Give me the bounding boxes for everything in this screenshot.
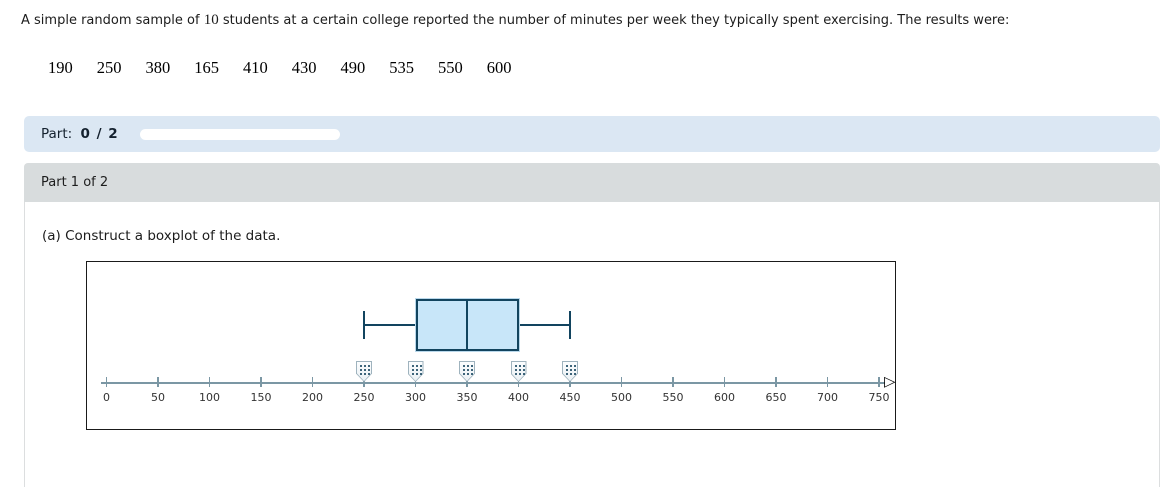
axis-tick — [311, 377, 314, 387]
axis-tick-label: 100 — [199, 391, 220, 404]
data-value: 410 — [243, 58, 268, 77]
progress-track — [140, 129, 340, 140]
data-value: 490 — [340, 58, 366, 77]
axis-tick-label: 250 — [353, 391, 375, 404]
axis-tick — [157, 377, 159, 387]
drag-grip-dots-icon — [462, 364, 473, 375]
data-value: 430 — [291, 58, 317, 77]
part-card: Part 1 of 2 (a) Construct a boxplot of t… — [24, 163, 1160, 487]
axis-tick — [105, 377, 108, 387]
data-value: 380 — [145, 58, 171, 77]
drag-grip-dots-icon — [410, 364, 422, 375]
axis-tick-label: 350 — [456, 391, 478, 404]
axis-tick-label: 200 — [302, 391, 323, 404]
data-value: 600 — [486, 58, 512, 77]
drag-grip-dots-icon — [359, 364, 370, 375]
axis-tick — [517, 377, 520, 387]
drag-handle[interactable] — [510, 361, 527, 382]
data-value: 550 — [438, 58, 463, 77]
whisker-right-line — [518, 324, 570, 326]
drag-grip-dots-icon — [565, 364, 576, 375]
axis-tick-label: 500 — [611, 391, 632, 404]
axis-tick — [363, 377, 365, 387]
axis-tick — [826, 377, 829, 387]
data-values-row: 190 250 380 165 410 430 490 535 550 600 — [48, 58, 536, 78]
question-sample-size: 10 — [203, 12, 219, 28]
part-header: Part 1 of 2 — [24, 163, 1160, 202]
axis-tick — [414, 377, 417, 387]
axis-tick — [723, 377, 726, 387]
axis-tick — [208, 377, 211, 387]
boxplot-canvas: ▷ 0 50 100 150 200 250 300 350 400 450 500 550 600 65… — [86, 261, 896, 430]
axis-tick — [775, 377, 777, 387]
axis-tick-label: 300 — [405, 391, 426, 404]
progress-label-value: 0 / 2 — [80, 126, 119, 142]
axis-tick-label: 150 — [250, 391, 272, 404]
axis-tick — [620, 377, 623, 387]
part-body: (a) Construct a boxplot of the data. ▷ 0… — [24, 202, 1160, 487]
question-prefix: A simple random sample of — [21, 13, 200, 28]
prompt-text: (a) Construct a boxplot of the data. — [42, 228, 281, 244]
data-value: 190 — [48, 58, 73, 77]
data-value: 250 — [96, 58, 122, 77]
drag-handle[interactable] — [562, 361, 578, 382]
axis-tick-label: 700 — [817, 391, 838, 404]
drag-handle[interactable] — [459, 361, 475, 382]
axis-tick — [878, 377, 880, 387]
progress-label: Part: 0 / 2 — [41, 126, 119, 142]
axis-tick — [569, 377, 571, 387]
drag-handle[interactable] — [356, 361, 372, 382]
question-text: A simple random sample of 10 students at… — [21, 12, 1009, 29]
axis-tick-label: 550 — [662, 391, 684, 404]
part-header-label: Part 1 of 2 — [41, 175, 109, 190]
axis-line — [101, 382, 885, 384]
axis-tick-label: 0 — [103, 391, 110, 404]
axis-tick — [672, 377, 674, 387]
axis-arrow-icon: ▷ — [884, 372, 896, 390]
axis-tick-label: 600 — [714, 391, 735, 404]
progress-bar: Part: 0 / 2 — [24, 116, 1160, 152]
data-value: 535 — [389, 58, 414, 77]
axis-tick-label: 450 — [559, 391, 581, 404]
axis-tick — [466, 377, 468, 387]
median-line — [466, 301, 468, 349]
data-value: 165 — [194, 58, 219, 77]
drag-grip-dots-icon — [513, 364, 525, 375]
whisker-left-line — [364, 324, 416, 326]
whisker-max-cap — [569, 311, 571, 339]
axis-tick-label: 400 — [508, 391, 529, 404]
axis-tick-label: 50 — [151, 391, 165, 404]
axis-tick-label: 750 — [868, 391, 890, 404]
axis-tick — [260, 377, 262, 387]
question-suffix: students at a certain college reported t… — [222, 13, 1010, 28]
axis-tick-label: 650 — [765, 391, 787, 404]
progress-label-prefix: Part: — [41, 126, 73, 142]
drag-handle[interactable] — [407, 361, 424, 382]
